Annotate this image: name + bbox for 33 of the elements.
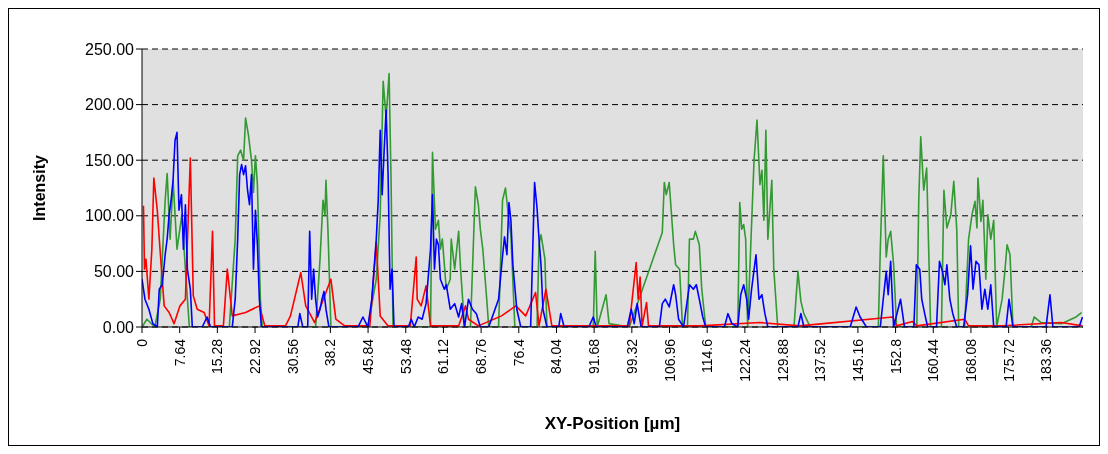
x-tick-label: 168.08 bbox=[962, 338, 979, 382]
x-tick-label: 145.16 bbox=[849, 338, 866, 382]
x-tick-label: 61.12 bbox=[435, 338, 452, 375]
x-tick-label: 22.92 bbox=[247, 338, 264, 375]
x-tick-label: 175.72 bbox=[1000, 338, 1017, 382]
x-tick-label: 106.96 bbox=[661, 338, 678, 382]
x-tick-label: 183.36 bbox=[1038, 338, 1055, 382]
y-tick-label: 200.00 bbox=[85, 96, 135, 114]
x-tick-label: 84.04 bbox=[548, 338, 565, 375]
x-tick-label: 160.44 bbox=[925, 338, 942, 382]
y-tick-label: 50.00 bbox=[93, 263, 135, 281]
y-tick-label: 250.00 bbox=[85, 40, 135, 58]
x-tick-label: 45.84 bbox=[360, 338, 377, 375]
x-tick-label: 152.8 bbox=[887, 338, 904, 375]
x-axis-title: XY-Position [µm] bbox=[544, 414, 681, 433]
x-tick-label: 53.48 bbox=[397, 338, 414, 375]
x-tick-label: 114.6 bbox=[699, 338, 716, 373]
x-tick-label: 0 bbox=[134, 338, 150, 347]
x-tick-label: 7.64 bbox=[171, 338, 188, 367]
y-tick-label: 100.00 bbox=[85, 207, 135, 225]
x-tick-label: 137.52 bbox=[812, 338, 829, 382]
x-tick-label: 15.28 bbox=[209, 338, 226, 375]
x-tick-label: 91.68 bbox=[586, 338, 603, 375]
x-tick-label: 38.2 bbox=[322, 338, 339, 367]
y-axis-title: Intensity bbox=[30, 155, 48, 221]
x-tick-label: 129.88 bbox=[774, 338, 791, 382]
x-tick-label: 30.56 bbox=[284, 338, 301, 375]
x-tick-label: 99.32 bbox=[623, 338, 640, 375]
y-tick-label: 0.00 bbox=[102, 318, 135, 336]
y-tick-label: 150.00 bbox=[85, 151, 135, 169]
x-tick-label: 76.4 bbox=[510, 338, 527, 367]
x-tick-label: 122.24 bbox=[736, 338, 753, 382]
x-tick-label: 68.76 bbox=[473, 338, 490, 375]
